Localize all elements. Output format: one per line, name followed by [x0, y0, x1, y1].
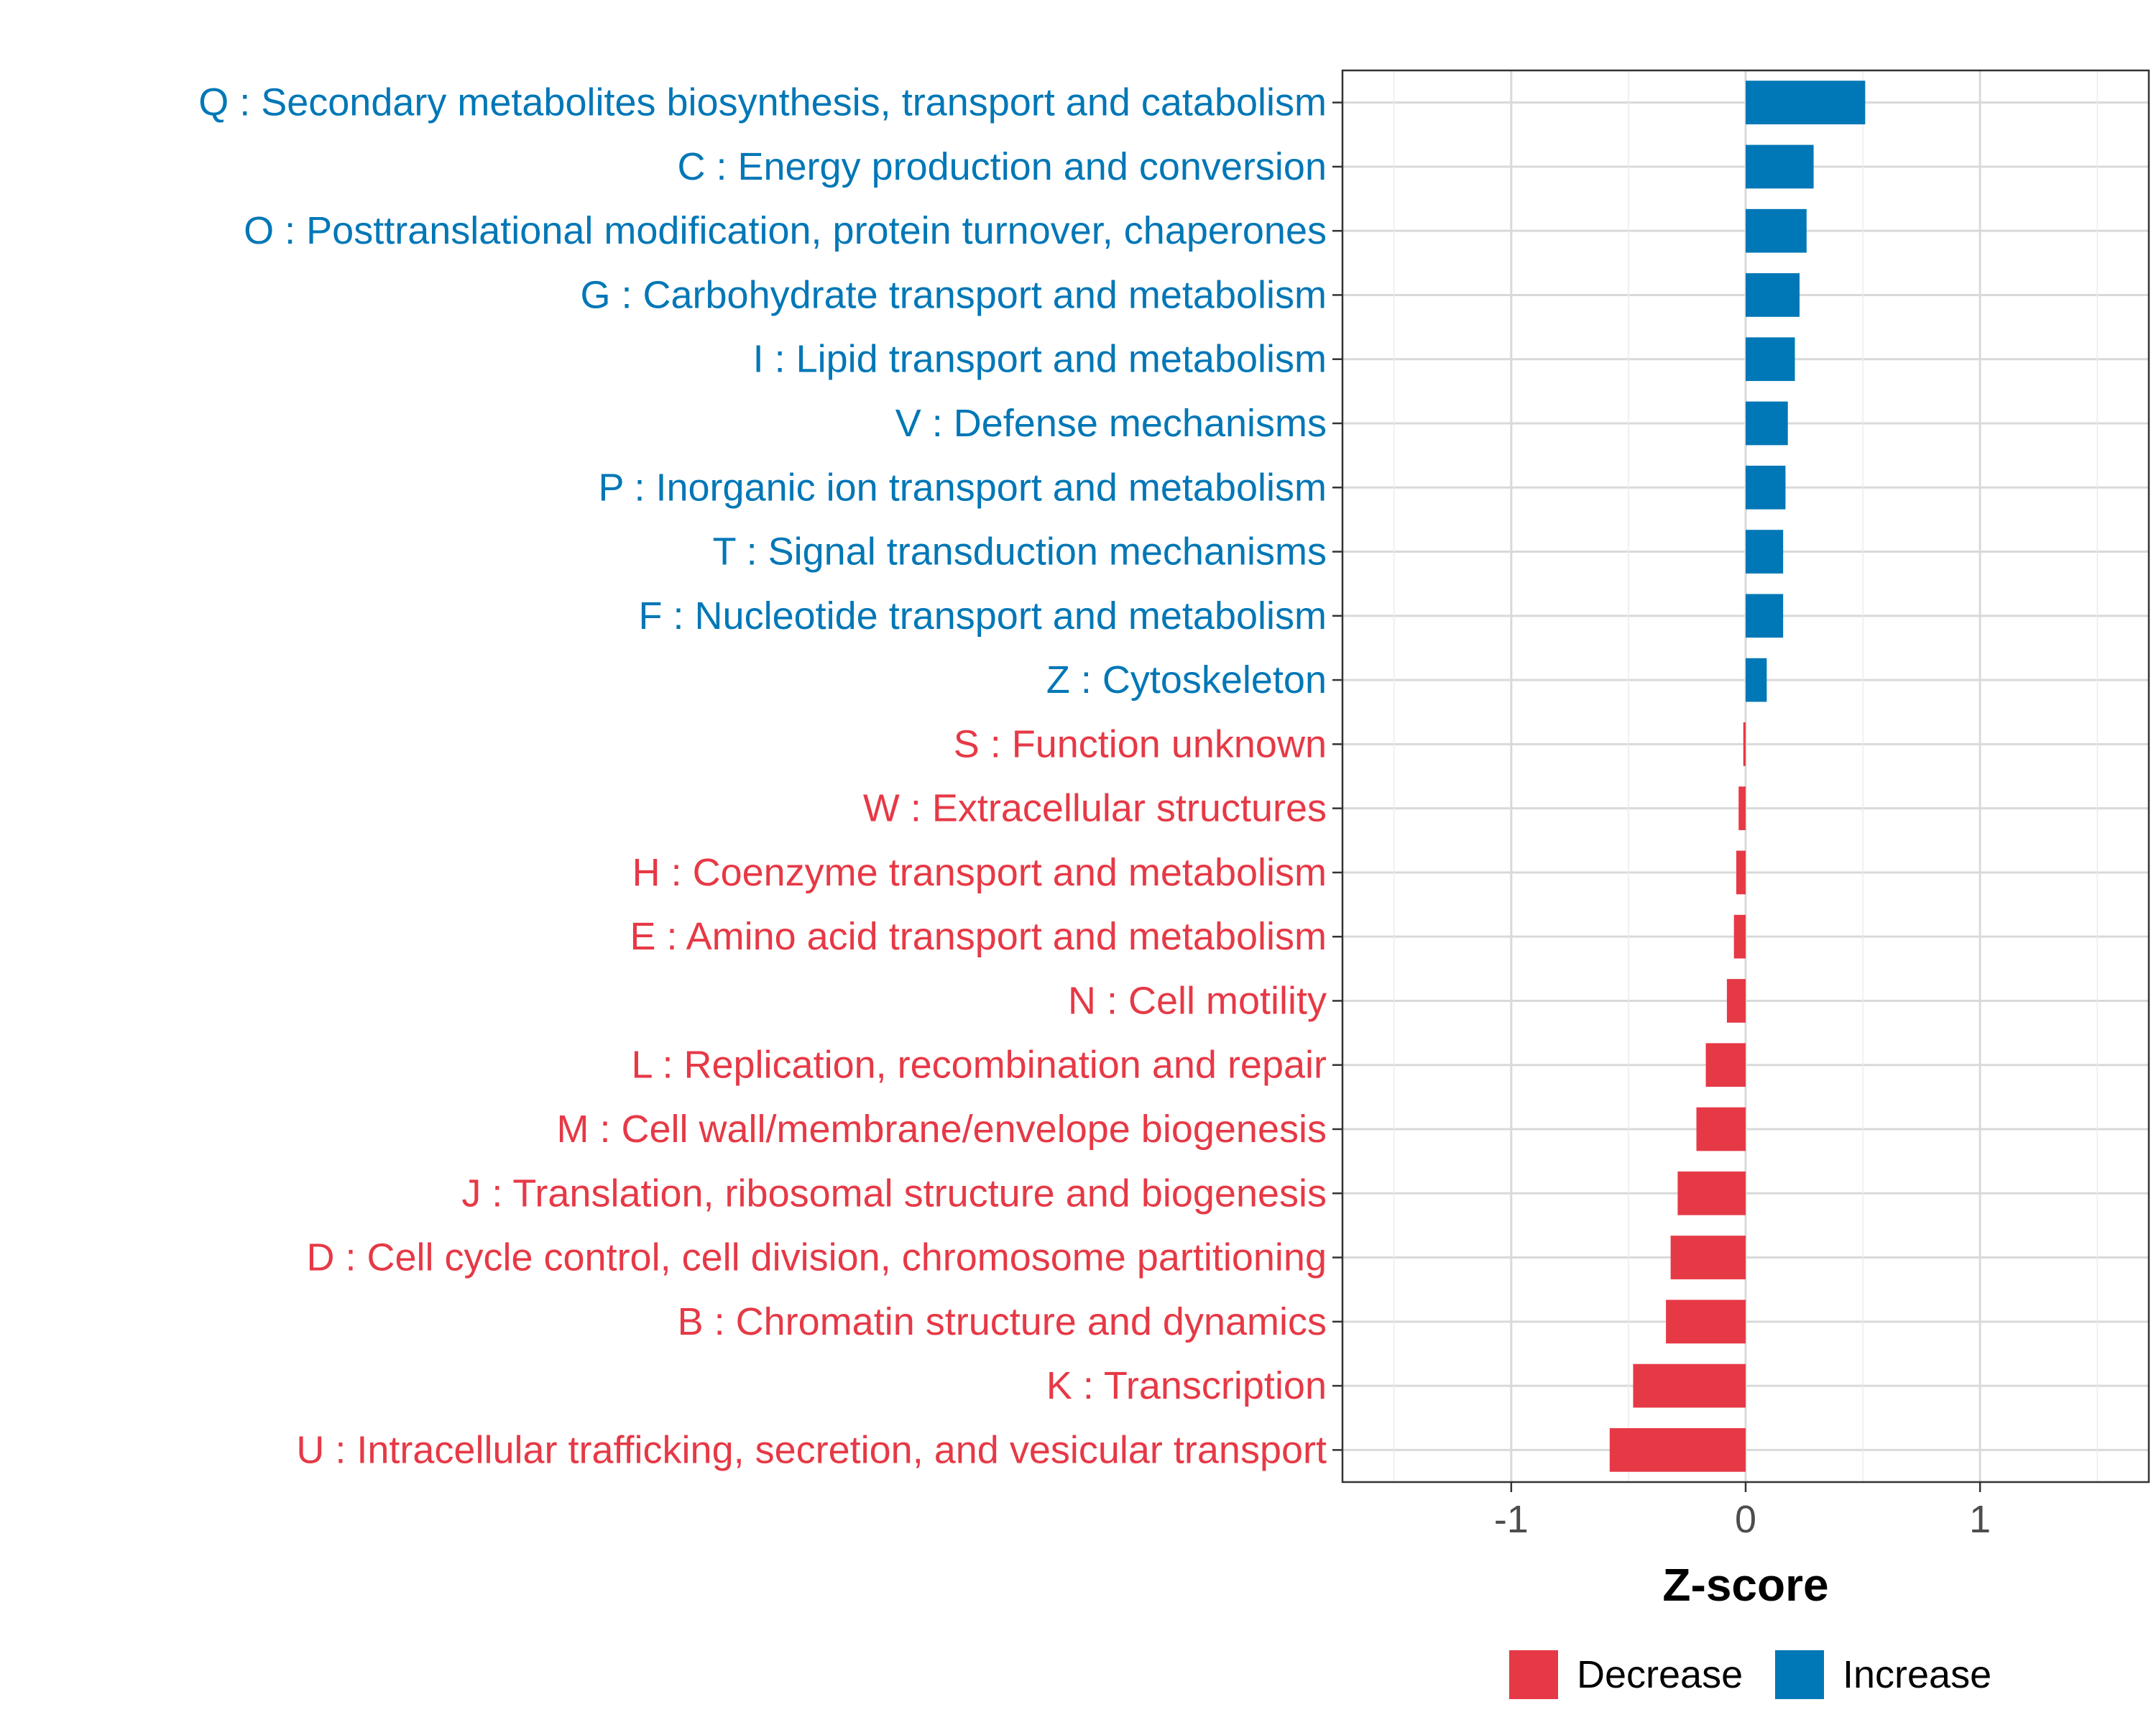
bars — [1609, 80, 1866, 1472]
bar-increase — [1746, 530, 1784, 574]
bar-decrease — [1696, 1107, 1746, 1151]
category-label: C : Energy production and conversion — [677, 145, 1327, 188]
category-label: V : Defense mechanisms — [895, 402, 1327, 445]
x-axis: -1 0 1 — [1494, 1482, 1991, 1541]
category-label: E : Amino acid transport and metabolism — [630, 915, 1327, 958]
category-label: I : Lipid transport and metabolism — [753, 338, 1327, 381]
legend-swatch-increase — [1775, 1650, 1824, 1699]
category-label: W : Extracellular structures — [863, 787, 1327, 830]
x-tick-label: 0 — [1735, 1498, 1756, 1541]
bar-decrease — [1738, 786, 1746, 830]
category-label: H : Coenzyme transport and metabolism — [632, 851, 1327, 894]
bar-increase — [1746, 208, 1807, 253]
category-label: T : Signal transduction mechanisms — [713, 530, 1327, 574]
category-label: Q : Secondary metabolites biosynthesis, … — [198, 81, 1327, 124]
bar-decrease — [1736, 850, 1746, 895]
category-label: B : Chromatin structure and dynamics — [678, 1300, 1327, 1343]
category-label: J : Translation, ribosomal structure and… — [461, 1172, 1327, 1215]
bar-decrease — [1733, 914, 1746, 959]
bar-increase — [1746, 337, 1795, 382]
category-label: S : Function unknown — [954, 722, 1327, 765]
x-axis-title: Z-score — [1662, 1559, 1828, 1611]
y-axis: Q : Secondary metabolites biosynthesis, … — [198, 81, 1342, 1471]
category-label: L : Replication, recombination and repai… — [631, 1044, 1327, 1087]
x-tick-label: 1 — [1969, 1498, 1991, 1541]
category-label: U : Intracellular trafficking, secretion… — [296, 1428, 1327, 1471]
category-label: P : Inorganic ion transport and metaboli… — [598, 466, 1327, 509]
bar-increase — [1746, 594, 1784, 638]
category-label: Z : Cytoskeleton — [1046, 658, 1327, 702]
category-label: F : Nucleotide transport and metabolism — [639, 594, 1327, 638]
bar-decrease — [1743, 722, 1746, 766]
bar-increase — [1746, 401, 1788, 446]
bar-decrease — [1609, 1428, 1746, 1472]
legend-swatch-decrease — [1509, 1650, 1558, 1699]
bar-increase — [1746, 144, 1814, 189]
category-label: M : Cell wall/membrane/envelope biogenes… — [556, 1108, 1327, 1151]
bar-increase — [1746, 80, 1866, 124]
bar-increase — [1746, 658, 1767, 702]
bar-decrease — [1670, 1236, 1746, 1279]
category-label: N : Cell motility — [1068, 979, 1327, 1022]
category-label: O : Posttranslational modification, prot… — [244, 209, 1327, 252]
bar-increase — [1746, 273, 1800, 317]
bar-decrease — [1633, 1363, 1746, 1408]
category-label: D : Cell cycle control, cell division, c… — [306, 1236, 1327, 1279]
bar-decrease — [1726, 979, 1746, 1023]
bar-decrease — [1705, 1043, 1746, 1087]
legend-label-decrease: Decrease — [1577, 1653, 1743, 1696]
category-label: K : Transcription — [1046, 1364, 1327, 1407]
bar-decrease — [1677, 1171, 1746, 1215]
bar-decrease — [1666, 1300, 1746, 1344]
legend: Decrease Increase — [1509, 1650, 1991, 1699]
legend-label-increase: Increase — [1843, 1653, 1991, 1696]
x-tick-label: -1 — [1494, 1498, 1529, 1541]
category-label: G : Carbohydrate transport and metabolis… — [581, 273, 1327, 316]
bar-increase — [1746, 465, 1786, 510]
